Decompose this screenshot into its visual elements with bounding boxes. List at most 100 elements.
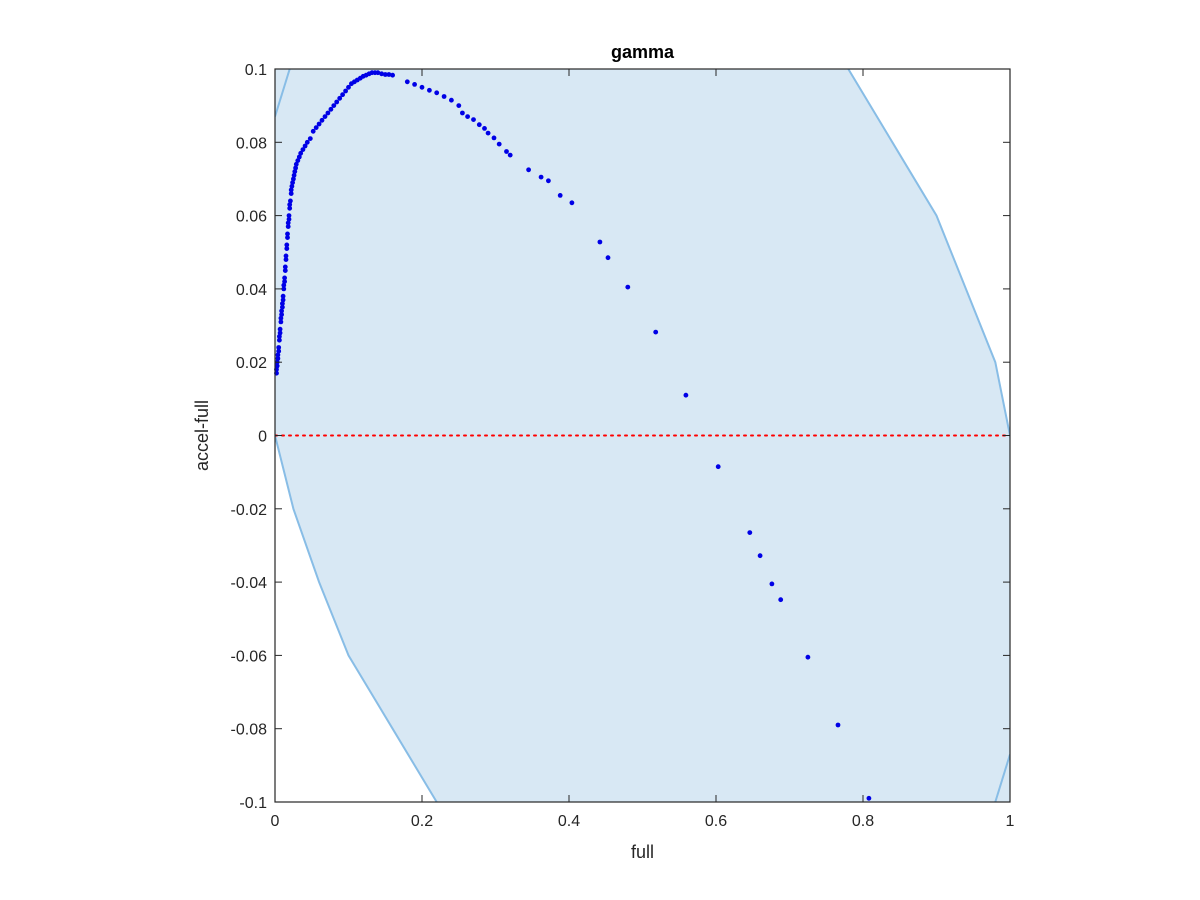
x-tick-label: 0.4 [558,813,580,830]
data-point [281,286,287,292]
data-point [346,84,351,90]
data-point [290,180,295,186]
data-point [322,114,328,119]
data-point [298,150,304,156]
y-tick-label: -0.06 [231,648,268,665]
data-point [289,183,295,189]
data-point [284,246,290,252]
data-point [283,257,289,262]
y-tick-label: 0.02 [236,355,267,372]
data-point [569,200,575,206]
data-point [291,176,296,182]
data-point [276,345,282,350]
data-point [288,191,294,197]
y-tick-label: 0.06 [236,209,267,226]
data-point [460,110,465,116]
data-point [625,284,631,290]
data-point [277,326,283,332]
y-tick-label: -0.08 [231,722,268,739]
data-point [282,275,287,281]
data-point [526,167,531,173]
y-tick-label: -0.04 [231,575,268,592]
y-tick-label: 0.1 [245,62,267,79]
data-point [866,795,872,801]
data-point [328,106,334,112]
data-point [441,94,447,99]
data-point [805,654,811,660]
data-point [279,308,284,314]
data-point [275,352,281,358]
data-point [715,464,721,470]
data-point [285,235,290,241]
data-point [316,121,322,127]
y-tick-label: 0.08 [236,135,267,152]
data-point [280,293,286,299]
data-point [337,95,343,101]
data-point [274,363,280,369]
data-point [278,319,284,325]
region-boundary-left [275,430,438,802]
data-point [280,301,285,306]
data-point [302,143,308,149]
data-point [277,330,283,336]
data-point [307,136,313,142]
data-point [286,213,292,219]
data-point [343,88,348,94]
data-point [285,220,291,226]
data-point [331,103,337,108]
data-point [476,122,482,128]
data-point [465,114,470,119]
data-point [277,334,282,339]
data-point [304,139,310,145]
data-point [504,149,509,154]
y-axis-label: accel-full [192,400,212,471]
data-point [835,722,841,728]
data-point [293,165,298,171]
data-point [434,90,440,96]
data-point [285,224,291,230]
data-point [282,264,288,270]
data-point [597,239,603,245]
data-point [386,72,392,77]
data-point [404,79,410,85]
region-boundary-right [847,69,1010,441]
data-point [280,297,286,303]
data-point [427,87,432,93]
data-point [295,158,301,164]
data-point [382,72,388,77]
y-tick-label: 0 [258,429,267,446]
data-point [281,282,287,288]
x-tick-label: 0 [271,813,280,830]
data-point [375,70,381,76]
data-point [557,193,563,198]
data-point [292,169,298,175]
data-point [334,99,340,105]
data-point [605,255,611,261]
data-point [282,268,288,273]
data-point [282,279,287,284]
data-point [291,172,297,178]
y-tick-label: -0.02 [231,502,268,519]
data-point [546,178,551,184]
data-point [325,110,331,116]
data-point [276,348,282,354]
data-point [284,242,290,248]
y-tick-label: -0.1 [239,795,267,812]
data-point [288,187,294,193]
shaded-region [275,69,1010,802]
data-point [769,581,775,587]
chart-title: gamma [611,42,675,62]
data-point [471,117,476,122]
y-tick-label: 0.04 [236,282,267,299]
data-point [279,312,284,317]
x-tick-label: 0.8 [852,813,874,830]
data-point [319,117,325,123]
data-point [287,202,293,208]
data-point [379,71,384,77]
data-point [778,597,784,603]
data-point [412,82,417,87]
data-point [747,530,753,535]
x-axis-label: full [631,842,654,862]
